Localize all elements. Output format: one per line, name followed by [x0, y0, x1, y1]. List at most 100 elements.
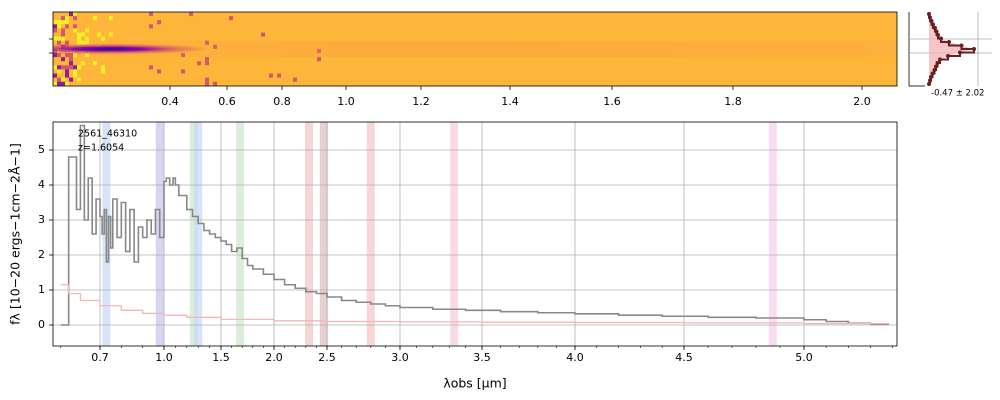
y-axis-label: fλ [10−20 ergs−1cm−2Å−1] [8, 143, 23, 325]
profile-point [927, 82, 931, 86]
profile-panel: -0.47 ± 2.02 [908, 12, 992, 99]
noise-cell [77, 77, 81, 82]
profile-point [934, 64, 938, 69]
noise-cell [205, 61, 209, 66]
noise-cell [57, 24, 61, 29]
noise-cell [205, 81, 209, 86]
noise-cell [269, 73, 273, 78]
noise-cell [69, 12, 73, 17]
noise-cell [197, 61, 201, 66]
line-band [189, 122, 198, 346]
noise-cell [93, 16, 97, 21]
y-tick-label: 2 [38, 248, 45, 261]
top-tick-label: 0.8 [273, 95, 291, 108]
profile-point [935, 61, 940, 65]
top-tick-label: 0.6 [218, 95, 236, 108]
line-band [194, 122, 203, 346]
top-tick-label: 1.8 [724, 95, 742, 108]
noise-cell [53, 24, 57, 29]
line-band [304, 122, 313, 346]
emission-line-bands [102, 122, 777, 346]
error-series-line [60, 284, 889, 325]
noise-cell [101, 69, 105, 74]
profile-point [932, 68, 937, 72]
noise-cell [229, 16, 233, 21]
noise-cell [81, 61, 85, 66]
flux-series-line [60, 124, 889, 326]
noise-cell [61, 77, 65, 82]
profile-point [936, 33, 940, 37]
x-tick-label: 1.0 [155, 351, 173, 364]
profile-point [929, 75, 933, 79]
y-tick-label: 5 [38, 143, 45, 156]
noise-cell [61, 65, 65, 70]
spectrum-1d-panel: 0.7 1.0 1.5 2.0 2.5 3.0 3.5 4.0 4.5 5.0 0 1 2 3 4 5 256… [8, 121, 898, 391]
y-tick-label: 1 [38, 283, 45, 296]
noise-cell [53, 28, 57, 33]
y-tick-label: 4 [38, 178, 45, 191]
noise-cell [61, 28, 65, 33]
profile-point [928, 78, 932, 83]
noise-cell [65, 20, 69, 25]
x-tick-label: 4.5 [675, 351, 693, 364]
line-band [319, 122, 328, 346]
profile-point [946, 54, 950, 58]
noise-cell [93, 61, 97, 66]
profile-point [931, 22, 935, 27]
noise-cell [65, 65, 69, 70]
noise-cell [149, 65, 153, 70]
spectrum-2d-core [53, 38, 453, 60]
noise-cell [157, 20, 161, 25]
line-band [768, 122, 777, 346]
noise-cell [73, 65, 77, 70]
noise-cell [293, 77, 297, 82]
noise-cell [77, 65, 81, 70]
noise-cell [65, 16, 69, 21]
profile-point [928, 15, 932, 20]
noise-cell [181, 69, 185, 74]
profile-point [934, 29, 939, 34]
x-tick-label: 2.5 [318, 351, 336, 364]
top-tick-label: 1.2 [412, 95, 430, 108]
object-id-label: 2561_46310 [78, 129, 137, 140]
noise-cell [205, 77, 209, 82]
spectrum-1d-series [60, 124, 889, 326]
noise-cell [73, 73, 77, 78]
spectrum-2d-ticks: 0.4 0.6 0.8 1.0 1.2 1.4 1.6 1.8 2.0 [49, 38, 871, 108]
noise-cell [149, 24, 153, 29]
top-tick-label: 1.0 [337, 95, 355, 108]
profile-point [972, 47, 976, 51]
noise-cell [53, 65, 57, 70]
noise-cell [57, 20, 61, 25]
spectrum-2d-frame [52, 11, 898, 87]
spectrum-1d-ticks: 0.7 1.0 1.5 2.0 2.5 3.0 3.5 4.0 4.5 5.0 0 1 2 3 4 5 [38, 143, 893, 364]
noise-cell [157, 69, 161, 74]
x-tick-label: 1.5 [212, 351, 230, 364]
noise-cell [69, 65, 73, 70]
noise-cell [69, 77, 73, 82]
noise-cell [61, 81, 65, 86]
x-tick-label: 0.7 [91, 351, 109, 364]
noise-cell [57, 65, 61, 70]
line-band [366, 122, 375, 346]
noise-cell [189, 12, 193, 17]
noise-cell [261, 32, 265, 37]
profile-curve [927, 12, 976, 86]
noise-cell [97, 32, 101, 37]
profile-point [929, 19, 934, 23]
noise-cell [65, 69, 69, 74]
x-tick-label: 2.0 [265, 351, 283, 364]
y-tick-label: 0 [38, 318, 45, 331]
noise-cell [61, 32, 65, 37]
x-tick-label: 5.0 [795, 351, 813, 364]
profile-point [930, 71, 935, 76]
noise-cell [73, 24, 77, 29]
noise-cell [73, 12, 77, 17]
profile-point [959, 43, 964, 48]
noise-cell [77, 32, 81, 37]
noise-cell [101, 65, 105, 70]
noise-cell [73, 16, 77, 21]
x-tick-label: 3.0 [391, 351, 409, 364]
noise-cell [57, 81, 61, 86]
